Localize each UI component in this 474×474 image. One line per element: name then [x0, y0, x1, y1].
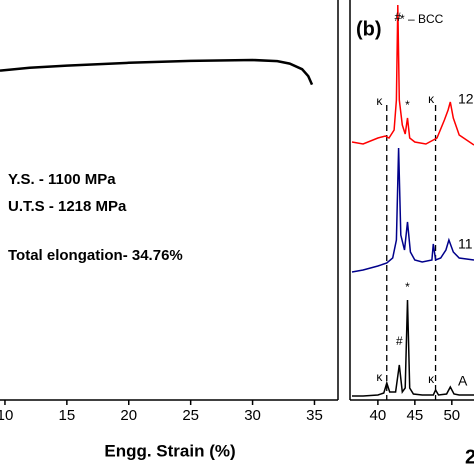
peak-label: # [394, 10, 401, 24]
peak-label: κ [428, 372, 435, 386]
data-line [0, 58, 314, 86]
annotation: U.T.S - 1218 MPa [8, 198, 127, 215]
x-tick-label: 30 [244, 407, 261, 424]
annotation: Y.S. - 1100 MPa [8, 171, 116, 188]
series-label: 11 [458, 236, 473, 252]
x-tick-label: 25 [182, 407, 199, 424]
x-tick-label: 10 [0, 407, 13, 424]
data-line [352, 299, 474, 397]
peak-label: κ [376, 94, 383, 108]
panel-label: (b) [356, 18, 382, 40]
peak-label: κ [376, 370, 383, 384]
x-tick-label: 50 [443, 407, 460, 424]
series-label: A [458, 373, 468, 389]
series-label: 12 [458, 91, 474, 107]
x-axis-label: 2 [465, 446, 474, 468]
x-tick-label: 40 [370, 407, 387, 424]
x-tick-label: 45 [407, 407, 424, 424]
peak-label: * [405, 98, 410, 112]
x-axis-label: Engg. Strain (%) [104, 441, 235, 460]
x-tick-label: 15 [59, 407, 76, 424]
legend-note: * – BCC [400, 12, 444, 26]
x-tick-label: 20 [120, 407, 137, 424]
peak-label: * [405, 280, 410, 294]
x-tick-label: 35 [306, 407, 323, 424]
data-line [351, 4, 474, 146]
peak-label: # [396, 334, 403, 348]
annotation: Total elongation- 34.76% [8, 247, 183, 264]
data-line [351, 147, 474, 273]
peak-label: κ [428, 92, 435, 106]
